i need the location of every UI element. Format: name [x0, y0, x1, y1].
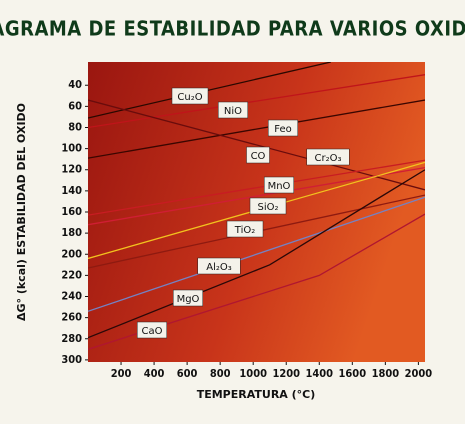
legend-label: NiO [224, 106, 242, 117]
label-box [197, 257, 241, 275]
label-box [306, 148, 350, 166]
x-tick-label: 400 [144, 367, 165, 380]
y-tick-label: 100 [61, 142, 82, 155]
label-box [171, 87, 209, 105]
y-tick-label: 140 [61, 184, 82, 197]
y-tick-label: 120 [61, 163, 82, 176]
oxide-line [88, 99, 425, 191]
legend-label: TiO₂ [234, 225, 255, 236]
x-tick-label: 1600 [339, 367, 367, 380]
y-tick-label: 240 [61, 290, 82, 303]
label-box [264, 176, 294, 194]
label-box [173, 289, 203, 307]
y-tick-label: 60 [68, 99, 82, 112]
legend-label: Al₂O₃ [206, 262, 232, 273]
legend-label: SiO₂ [257, 202, 278, 213]
oxide-line [88, 159, 425, 216]
legend-label: Cu₂O [177, 92, 202, 103]
y-tick-label: 260 [61, 311, 82, 324]
lines [88, 62, 425, 350]
x-tick-label: 1400 [306, 367, 334, 380]
oxide-line [88, 99, 425, 159]
legend-label: CO [251, 151, 266, 162]
oxide-line [88, 169, 425, 339]
oxide-line [88, 74, 425, 129]
oxide-line [88, 62, 331, 119]
x-tick-label: 1000 [239, 367, 267, 380]
label-box [268, 119, 298, 137]
x-tick-label: 600 [177, 367, 198, 380]
x-axis-label: TEMPERATURA (°C) [197, 388, 316, 401]
x-tick-label: 1200 [272, 367, 300, 380]
legend-label: MgO [177, 294, 200, 305]
label-box [137, 321, 167, 339]
x-tick-label: 200 [111, 367, 132, 380]
y-tick-label: 300 [61, 353, 82, 366]
y-tick-label: 200 [61, 247, 82, 260]
legend-label: CaO [142, 326, 163, 337]
legend-label: MnO [268, 181, 291, 192]
label-box [246, 146, 270, 164]
y-tick-label: 40 [68, 78, 82, 91]
oxide-line [88, 196, 425, 312]
x-tick-label: 800 [210, 367, 231, 380]
legend-label: Feo [274, 124, 291, 135]
x-tick-label: 1800 [372, 367, 400, 380]
legend-label: Cr₂O₃ [315, 153, 342, 164]
label-box [226, 220, 264, 238]
oxide-line [88, 166, 425, 226]
x-tick-label: 2000 [405, 367, 433, 380]
y-tick-label: 180 [61, 226, 82, 239]
label-box [218, 101, 248, 119]
y-axis-label: ΔG° (kcal) ESTABILIDAD DEL OXIDO [15, 103, 28, 321]
label-box [249, 197, 287, 215]
y-tick-label: 80 [68, 120, 82, 133]
y-tick-label: 280 [61, 332, 82, 345]
y-tick-label: 220 [61, 268, 82, 281]
chart-title: DIAGRAMA DE ESTABILIDAD PARA VARIOS OXID… [0, 17, 465, 41]
y-tick-label: 160 [61, 205, 82, 218]
